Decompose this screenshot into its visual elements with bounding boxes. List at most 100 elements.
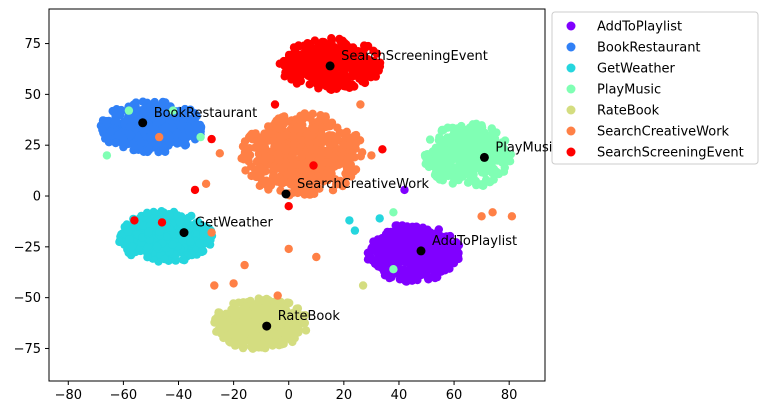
x-tick-label: 20 (336, 388, 353, 403)
scatter-point (434, 257, 444, 266)
scatter-point (184, 124, 193, 133)
scatter-point (359, 45, 368, 54)
x-tick-label: −20 (220, 388, 247, 403)
scatter-point (356, 100, 365, 109)
scatter-point (264, 185, 273, 194)
scatter-point (425, 135, 435, 144)
scatter-point (314, 117, 323, 126)
scatter-point (283, 170, 292, 179)
scatter-point (257, 168, 266, 178)
legend-label: SearchScreeningEvent (597, 146, 744, 161)
centroid-marker (179, 228, 189, 238)
scatter-point (165, 132, 174, 141)
centroid-label: SearchCreativeWork (297, 177, 430, 192)
scatter-point (350, 71, 359, 80)
scatter-point (387, 252, 396, 261)
scatter-point (301, 326, 311, 335)
scatter-point (341, 169, 351, 179)
scatter-point (429, 270, 439, 280)
scatter-point (102, 151, 112, 160)
legend-marker (566, 21, 576, 31)
scatter-point (437, 159, 447, 168)
scatter-point (259, 343, 269, 352)
scatter-point (297, 152, 306, 161)
scatter-point (448, 154, 457, 163)
scatter-point (229, 279, 238, 288)
scatter-point (184, 106, 193, 115)
scatter-point (480, 168, 489, 178)
scatter-point (270, 329, 279, 338)
scatter-point (127, 242, 137, 251)
series-BookRestaurant (96, 97, 206, 157)
scatter-point (472, 129, 481, 139)
outlier-points (102, 100, 517, 300)
scatter-point (358, 281, 368, 290)
scatter-point (303, 130, 312, 139)
scatter-point (117, 105, 126, 115)
scatter-point (324, 131, 334, 140)
scatter-point (327, 34, 336, 43)
scatter-point (197, 247, 207, 256)
scatter-point (324, 150, 334, 159)
scatter-point (251, 129, 260, 138)
scatter-point (314, 50, 323, 60)
legend-label: GetWeather (597, 62, 676, 77)
scatter-point (114, 130, 124, 140)
scatter-point (315, 76, 324, 85)
scatter-point (363, 55, 372, 64)
x-tick-label: 40 (391, 388, 408, 403)
scatter-point (293, 304, 303, 313)
scatter-point (126, 250, 136, 260)
scatter-point (455, 171, 464, 180)
y-tick-label: −25 (14, 240, 41, 255)
scatter-point (425, 253, 434, 262)
scatter-point (207, 228, 216, 237)
scatter-point (292, 123, 302, 133)
series-PlayMusic (420, 119, 515, 190)
scatter-point (289, 43, 299, 52)
scatter-point (234, 298, 243, 307)
scatter-point (442, 249, 451, 258)
scatter-point (307, 145, 316, 154)
scatter-point (437, 152, 447, 161)
scatter-point (470, 164, 480, 173)
scatter-point (338, 54, 347, 63)
scatter-point (369, 46, 378, 55)
legend-label: SearchCreativeWork (597, 125, 730, 140)
y-tick-label: 50 (24, 88, 41, 103)
scatter-point (371, 61, 380, 70)
scatter-point (215, 149, 224, 158)
scatter-point (308, 109, 317, 119)
scatter-point (168, 106, 178, 115)
scatter-point (371, 67, 380, 76)
scatter-point (169, 229, 179, 238)
y-axis-ticks: −75 −50 −25 0 25 50 75 (14, 37, 49, 357)
scatter-point (356, 152, 365, 161)
scatter-point (345, 216, 354, 225)
scatter-point (273, 150, 282, 159)
series-RateBook (210, 294, 311, 353)
scatter-point (423, 243, 433, 252)
scatter-point (173, 138, 182, 147)
scatter-point (435, 237, 445, 246)
scatter-point (476, 180, 486, 189)
scatter-point (214, 308, 223, 317)
scatter-point (296, 76, 305, 86)
scatter-point (297, 187, 306, 196)
scatter-point (463, 164, 472, 173)
scatter-point (221, 309, 231, 318)
scatter-point (323, 158, 332, 167)
legend-label: BookRestaurant (597, 41, 701, 56)
scatter-point (312, 138, 321, 148)
scatter-point (467, 147, 476, 157)
scatter-point (351, 165, 361, 174)
legend-item: BookRestaurant (566, 41, 701, 56)
scatter-point (260, 332, 269, 341)
scatter-point (164, 210, 174, 219)
scatter-point (444, 165, 454, 174)
scatter-point (207, 134, 216, 144)
scatter-point (300, 109, 309, 118)
scatter-point (311, 178, 320, 187)
scatter-point (101, 116, 111, 126)
